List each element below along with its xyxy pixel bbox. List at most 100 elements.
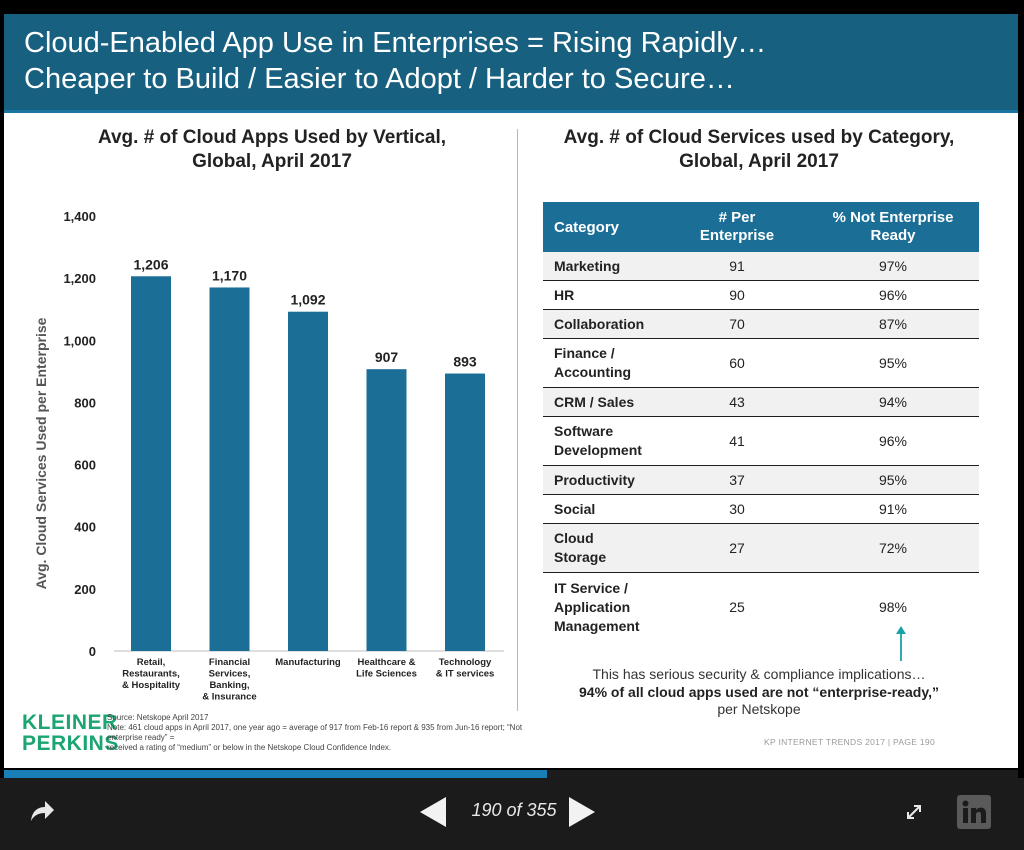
slide-title-line-1: Cloud-Enabled App Use in Enterprises = R… <box>24 27 767 59</box>
column-divider <box>517 129 518 711</box>
y-tick-label: 600 <box>74 458 96 473</box>
x-tick-label: & IT services <box>436 669 495 680</box>
bar-value-label: 1,092 <box>290 292 325 308</box>
bar-value-label: 893 <box>453 354 477 370</box>
category-cell: Collaboration <box>543 309 667 339</box>
slide-progress-fill <box>4 770 547 778</box>
header-per-enterprise: # Per Enterprise <box>667 202 807 252</box>
category-cell: Cloud Storage <box>543 523 667 573</box>
table-title: Avg. # of Cloud Services used by Categor… <box>524 126 994 174</box>
not-enterprise-ready-cell: 98% <box>878 599 908 615</box>
x-tick-label: Financial <box>209 657 250 668</box>
chart-title-line-2: Global, April 2017 <box>192 151 352 172</box>
not-enterprise-ready-cell: 95% <box>807 338 979 388</box>
cloud-services-table: Category # Per Enterprise % Not Enterpris… <box>543 202 979 641</box>
table-row: Software Development 41 96% <box>543 416 979 466</box>
table-header-row: Category # Per Enterprise % Not Enterpris… <box>543 202 979 252</box>
x-tick-label: Retail, <box>137 657 166 668</box>
note-implications: This has serious security & compliance i… <box>592 666 926 682</box>
table-row: Finance / Accounting 60 95% <box>543 338 979 388</box>
y-tick-label: 1,200 <box>63 271 96 286</box>
y-axis-label: Avg. Cloud Services Used per Enterprise <box>33 317 49 589</box>
fullscreen-icon[interactable] <box>904 802 924 822</box>
note-line-2: received a rating of “medium” or below i… <box>107 743 392 752</box>
logo-line-2: PERKINS <box>22 732 119 755</box>
table-row: IT Service / Application Management 25 98% <box>543 573 979 642</box>
not-enterprise-ready-cell: 97% <box>807 252 979 281</box>
table-title-line-2: Global, April 2017 <box>679 151 839 172</box>
category-cell: Finance / Accounting <box>543 338 667 388</box>
category-cell: IT Service / Application Management <box>554 579 640 634</box>
not-enterprise-ready-cell: 91% <box>807 494 979 524</box>
source-note: Source: Netskope April 2017 Note: 461 cl… <box>107 713 527 753</box>
page-footer: KP INTERNET TRENDS 2017 | PAGE 190 <box>764 737 935 747</box>
next-arrow-icon[interactable] <box>567 795 597 829</box>
slide-title-line-2: Cheaper to Build / Easier to Adopt / Har… <box>24 63 735 95</box>
kleiner-perkins-logo: KLEINER PERKINS <box>22 712 119 754</box>
bar-value-label: 1,206 <box>133 256 168 272</box>
per-enterprise-cell: 60 <box>667 338 807 388</box>
category-cell: Social <box>543 494 667 524</box>
x-tick-label: Restaurants, <box>122 669 180 680</box>
chart-title: Avg. # of Cloud Apps Used by Vertical, G… <box>52 126 492 174</box>
y-tick-label: 400 <box>74 520 96 535</box>
page-indicator: 190 of 355 <box>471 800 557 820</box>
x-tick-label: Banking, <box>209 680 249 691</box>
per-enterprise-cell: 37 <box>667 465 807 495</box>
viewer-toolbar: 190 of 355 <box>0 778 1024 850</box>
per-enterprise-cell: 91 <box>667 252 807 281</box>
table-row: Collaboration 70 87% <box>543 309 979 339</box>
bar-chart: 0 200 400 600 800 1,000 1,200 1,400 Avg. Cloud S… <box>33 209 504 703</box>
per-enterprise-cell: 43 <box>667 387 807 417</box>
table-title-line-1: Avg. # of Cloud Services used by Categor… <box>563 127 955 148</box>
not-enterprise-ready-cell: 87% <box>807 309 979 339</box>
per-enterprise-cell: 25 <box>729 599 745 615</box>
table-row: Productivity 37 95% <box>543 465 979 495</box>
y-tick-label: 1,400 <box>63 209 96 224</box>
x-tick-label: & Insurance <box>202 692 256 703</box>
header-not-enterprise-ready: % Not Enterprise Ready <box>807 202 979 252</box>
prev-arrow-icon[interactable] <box>418 795 448 829</box>
title-banner: Cloud-Enabled App Use in Enterprises = R… <box>4 14 1018 113</box>
not-enterprise-ready-cell: 94% <box>807 387 979 417</box>
category-cell: HR <box>543 280 667 310</box>
slide-progress-bar[interactable] <box>4 770 1018 778</box>
not-enterprise-ready-cell: 95% <box>807 465 979 495</box>
y-tick-label: 1,000 <box>63 333 96 348</box>
table-row: CRM / Sales 43 94% <box>543 387 979 417</box>
category-cell: Marketing <box>543 252 667 281</box>
bar <box>209 287 250 651</box>
not-enterprise-ready-cell: 96% <box>807 280 979 310</box>
category-cell: Productivity <box>543 465 667 495</box>
y-tick-label: 0 <box>89 644 96 659</box>
note-netskope: per Netskope <box>717 701 801 717</box>
note-enterprise-ready: 94% of all cloud apps used are not “ente… <box>579 684 939 700</box>
bar <box>288 311 328 651</box>
x-tick-label: Technology <box>439 657 492 668</box>
x-tick-label: Manufacturing <box>275 657 341 668</box>
x-tick-label: Healthcare & <box>357 657 415 668</box>
category-cell: CRM / Sales <box>543 387 667 417</box>
bar <box>366 369 407 651</box>
y-tick-label: 800 <box>74 395 96 410</box>
table-row: Cloud Storage 27 72% <box>543 523 979 573</box>
table-row: Social 30 91% <box>543 494 979 524</box>
linkedin-icon[interactable] <box>957 795 991 829</box>
x-tick-label: & Hospitality <box>122 680 181 691</box>
share-icon[interactable] <box>28 798 56 824</box>
per-enterprise-cell: 90 <box>667 280 807 310</box>
logo-line-1: KLEINER <box>22 711 118 734</box>
slide: Cloud-Enabled App Use in Enterprises = R… <box>4 14 1018 768</box>
chart-title-line-1: Avg. # of Cloud Apps Used by Vertical, <box>97 127 447 148</box>
per-enterprise-cell: 70 <box>667 309 807 339</box>
not-enterprise-ready-cell: 96% <box>807 416 979 466</box>
table-row: Marketing 91 97% <box>543 252 979 281</box>
category-cell: Software Development <box>543 416 667 466</box>
bar-value-label: 1,170 <box>212 267 247 283</box>
not-enterprise-ready-cell: 72% <box>807 523 979 573</box>
per-enterprise-cell: 27 <box>667 523 807 573</box>
x-tick-label: Life Sciences <box>356 669 417 680</box>
x-tick-label: Services, <box>209 669 251 680</box>
note-line-1: Note: 461 cloud apps in April 2017, one … <box>107 723 523 742</box>
